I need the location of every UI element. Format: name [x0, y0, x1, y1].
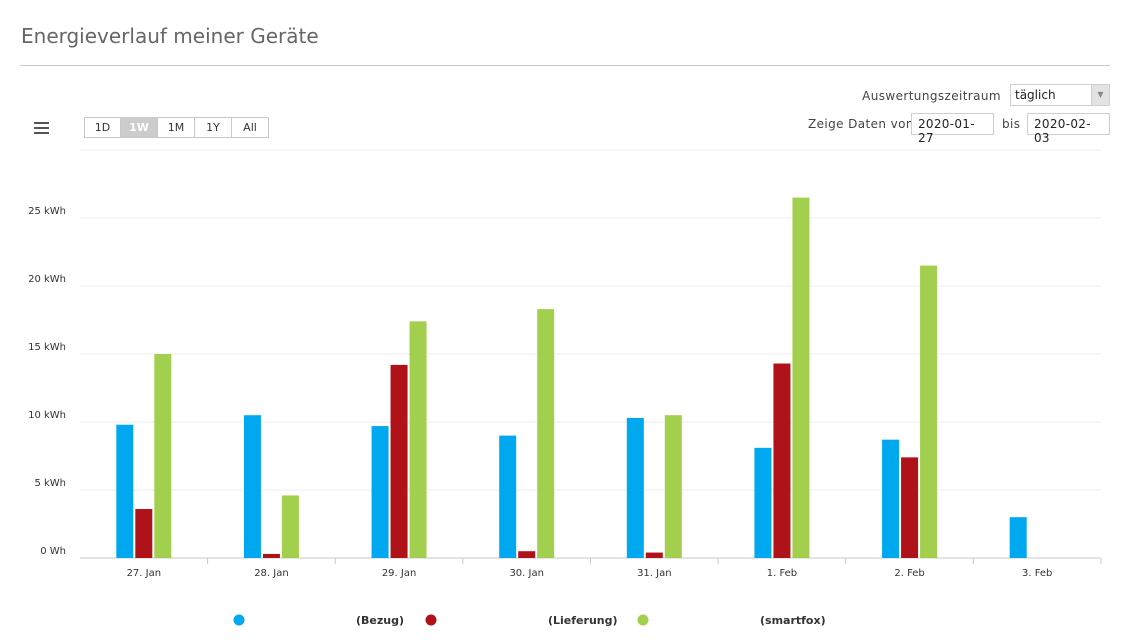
bar — [243, 415, 261, 558]
x-tick-label: 28. Jan — [254, 568, 289, 579]
x-tick-label: 2. Feb — [894, 568, 924, 579]
x-tick-label: 3. Feb — [1022, 568, 1052, 579]
period-select[interactable]: täglich ▼ — [1010, 84, 1110, 106]
bar — [664, 415, 682, 558]
y-tick-label: 15 kWh — [28, 342, 66, 353]
bar — [116, 424, 134, 558]
x-tick-label: 1. Feb — [767, 568, 797, 579]
period-select-value: täglich — [1015, 88, 1056, 102]
legend-marker-icon — [425, 614, 437, 626]
y-tick-label: 25 kWh — [28, 206, 66, 217]
range-label: Zeige Daten von — [808, 117, 914, 131]
legend-label: (Bezug) — [356, 614, 404, 627]
legend-marker-icon — [637, 614, 649, 626]
y-tick-label: 5 kWh — [34, 478, 66, 489]
y-tick-label: 10 kWh — [28, 410, 66, 421]
bar — [371, 426, 389, 558]
y-tick-label: 20 kWh — [28, 274, 66, 285]
bar — [754, 447, 772, 558]
bar — [281, 495, 299, 558]
bar — [645, 552, 663, 558]
bar — [262, 553, 280, 558]
legend-label: (smartfox) — [760, 614, 826, 627]
bar — [626, 417, 644, 558]
bar — [901, 457, 919, 558]
bar — [518, 551, 536, 558]
y-tick-label: 0 Wh — [40, 546, 66, 557]
bar — [920, 265, 938, 558]
x-tick-label: 27. Jan — [127, 568, 162, 579]
page-title: Energieverlauf meiner Geräte — [21, 24, 319, 48]
bar — [499, 435, 517, 558]
zoom-1w-button[interactable]: 1W — [120, 117, 158, 138]
bar — [135, 509, 153, 558]
bar — [537, 309, 555, 558]
x-tick-label: 31. Jan — [637, 568, 672, 579]
bar — [409, 321, 427, 558]
x-tick-label: 30. Jan — [509, 568, 544, 579]
chevron-down-icon[interactable]: ▼ — [1091, 85, 1109, 105]
legend-label: (Lieferung) — [548, 614, 618, 627]
bar — [390, 364, 408, 558]
period-label: Auswertungszeitraum — [862, 89, 1001, 103]
zoom-1m-button[interactable]: 1M — [157, 117, 195, 138]
title-divider — [20, 65, 1110, 66]
zoom-all-button[interactable]: All — [231, 117, 269, 138]
x-tick-label: 29. Jan — [382, 568, 417, 579]
zoom-1d-button[interactable]: 1D — [84, 117, 121, 138]
from-date-input[interactable]: 2020-01-27 — [911, 113, 994, 145]
legend-marker-icon — [233, 614, 245, 626]
zoom-button-group: 1D 1W 1M 1Y All — [84, 117, 269, 138]
to-date-input[interactable]: 2020-02-03 — [1027, 113, 1110, 145]
bar — [882, 439, 900, 558]
zoom-1y-button[interactable]: 1Y — [194, 117, 232, 138]
bar — [792, 197, 810, 558]
bar — [154, 354, 172, 558]
bar — [773, 363, 791, 558]
hamburger-menu-icon[interactable] — [34, 122, 49, 134]
bar — [1009, 517, 1027, 558]
to-label: bis — [1002, 117, 1021, 131]
